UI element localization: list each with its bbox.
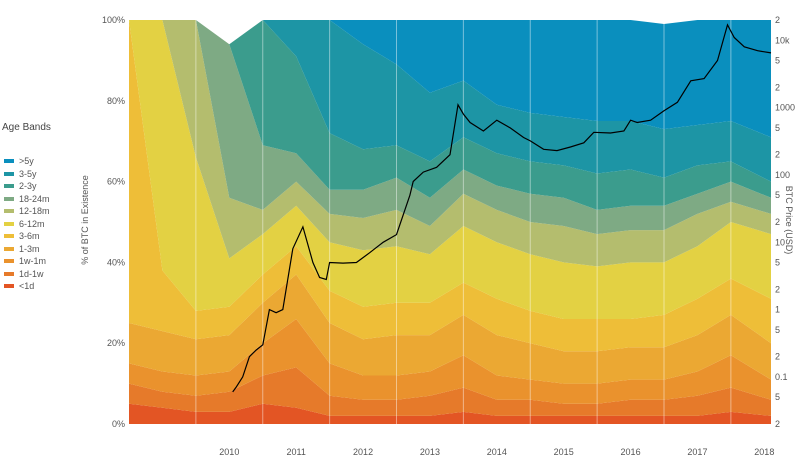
area-band-9 [129,20,771,182]
legend-label: 1d-1w [19,268,44,279]
y-right-axis-ticks: 2 10k 5 2 1000 5 2 100 5 2 10 5 2 1 5 2 0.1 5 2 [775,15,795,429]
y-right-tick-label: 100 [775,170,790,180]
legend-label: 3-6m [19,231,40,242]
legend-swatch [4,259,14,264]
x-tick-label: 2013 [420,447,440,457]
area-band-2 [129,319,771,404]
y-right-tick-label: 1 [775,305,780,315]
x-tick-label: 2018 [754,447,774,457]
area-band-10 [129,20,771,138]
y-left-tick-label: 80% [107,96,125,106]
legend-label: 6-12m [19,218,45,229]
x-tick-label: 2017 [687,447,707,457]
y-right-tick-label: 2 [775,217,780,227]
y-right-tick-label: 5 [775,190,780,200]
area-band-5 [129,20,771,319]
legend-label: 3-5y [19,168,37,179]
legend-label: 18-24m [19,193,50,204]
legend-title: Age Bands [2,122,51,133]
y-left-tick-label: 40% [107,257,125,267]
area-band-7 [129,20,771,235]
y-right-tick-label: 2 [775,15,780,25]
x-tick-label: 2011 [287,447,306,457]
y-right-tick-label: 5 [775,392,780,402]
y-right-tick-label: 2 [775,419,780,429]
legend-label: 12-18m [19,206,50,217]
x-tick-label: 2010 [219,447,239,457]
y-right-tick-label: 5 [775,258,780,268]
y-left-tick-label: 20% [107,338,125,348]
y-right-tick-label: 0.1 [775,372,788,382]
legend-label: 2-3y [19,181,37,192]
legend-swatch [4,271,14,276]
y-left-tick-label: 100% [102,15,125,25]
y-right-tick-label: 2 [775,82,780,92]
legend-swatch [4,221,14,226]
y-right-tick-label: 10 [775,237,785,247]
legend-swatch [4,246,14,251]
x-axis-ticks: 2010 2011 2012 2013 2014 2015 2016 2017 2018 [219,447,774,457]
legend-item[interactable]: <1d [0,280,110,293]
legend-swatch [4,196,14,201]
btc-price-line [232,23,772,393]
y-right-tick-label: 5 [775,123,780,133]
area-band-6 [129,20,771,267]
area-band-0 [129,403,771,424]
x-tick-label: 2015 [554,447,574,457]
legend-label: <1d [19,281,35,292]
legend-swatch [4,159,14,164]
legend: Age Bands >5y 3-5y 2-3y 18-24m 12-18m 6-12m 3-… [0,122,110,293]
x-tick-label: 2012 [353,447,373,457]
y-right-tick-label: 2 [775,352,780,362]
legend-label: 1-3m [19,243,40,254]
legend-item[interactable]: 3-5y [0,168,110,181]
legend-swatch [4,284,14,289]
legend-label: 1w-1m [19,256,47,267]
legend-item[interactable]: 1-3m [0,243,110,256]
y-left-axis-label: % of BTC in Existence [80,175,90,265]
legend-item[interactable]: 1w-1m [0,255,110,268]
y-right-tick-label: 5 [775,325,780,335]
legend-swatch [4,234,14,239]
y-right-tick-label: 2 [775,284,780,294]
area-layers [129,20,771,424]
legend-item[interactable]: 2-3y [0,180,110,193]
legend-item[interactable]: 12-18m [0,205,110,218]
legend-swatch [4,184,14,189]
area-band-8 [129,20,771,210]
y-right-tick-label: 5 [775,56,780,66]
y-left-tick-label: 60% [107,177,125,187]
area-band-3 [129,274,771,384]
legend-item[interactable]: 1d-1w [0,268,110,281]
area-band-1 [129,367,771,416]
x-tick-label: 2014 [487,447,507,457]
legend-label: >5y [19,156,34,167]
y-right-tick-label: 2 [775,150,780,160]
x-gridlines [195,20,732,424]
legend-item[interactable]: 6-12m [0,218,110,231]
y-right-tick-label: 10k [775,35,790,45]
legend-item[interactable]: 18-24m [0,193,110,206]
y-left-axis-ticks: 0% 20% 40% 60% 80% 100% [102,15,125,429]
y-right-tick-label: 1000 [775,103,795,113]
legend-swatch [4,209,14,214]
y-right-axis-label: BTC Price (USD) [784,186,794,255]
legend-items: >5y 3-5y 2-3y 18-24m 12-18m 6-12m 3-6m 1-3m 1w-1… [0,155,110,293]
legend-item[interactable]: 3-6m [0,230,110,243]
y-left-tick-label: 0% [112,419,125,429]
legend-swatch [4,171,14,176]
legend-item[interactable]: >5y [0,155,110,168]
x-tick-label: 2016 [621,447,641,457]
